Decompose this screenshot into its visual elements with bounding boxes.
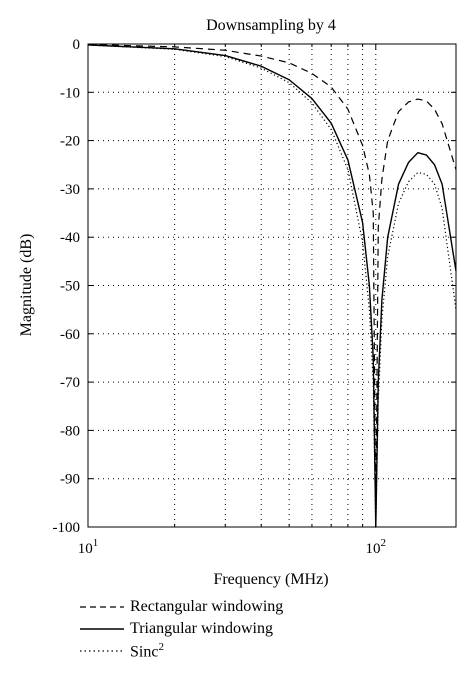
y-tick-label: -10 [60, 85, 80, 101]
legend-label-sinc: Sinc [130, 643, 159, 661]
series-layer [87, 43, 457, 528]
y-tick-label: -20 [60, 134, 80, 150]
y-tick-label: -60 [60, 327, 80, 343]
legend-label-sinc2: Sinc2 [130, 641, 164, 661]
legend-label-rectangular: Rectangular windowing [130, 598, 284, 615]
y-tick-label: -100 [53, 520, 81, 536]
legend-item-triangular: Triangular windowing [80, 618, 460, 640]
y-tick-label: -90 [60, 472, 80, 488]
y-tick-label: -40 [60, 230, 80, 246]
dashed-line-swatch [80, 606, 124, 608]
legend-item-sinc2: Sinc2 [80, 640, 460, 662]
y-tick-label: -80 [60, 423, 80, 439]
grid [88, 44, 456, 527]
legend: Rectangular windowing Triangular windowi… [80, 596, 460, 662]
series-line-dashed [87, 43, 457, 528]
series-line-solid [87, 44, 457, 528]
dotted-line-swatch [80, 650, 124, 652]
x-axis-label: Frequency (MHz) [213, 571, 328, 588]
legend-label-triangular: Triangular windowing [130, 620, 273, 637]
y-tick-label: -70 [60, 375, 80, 391]
chart-title: Downsampling by 4 [206, 17, 336, 34]
y-tick-label: -30 [60, 182, 80, 198]
series-line-dotted [87, 44, 457, 528]
x-tick-label: 101 [78, 537, 99, 557]
solid-line-swatch [80, 628, 124, 630]
legend-item-rectangular: Rectangular windowing [80, 596, 460, 618]
legend-label-sinc-exponent: 2 [158, 640, 164, 653]
y-tick-label: -50 [60, 279, 80, 295]
x-tick-label: 102 [366, 537, 387, 557]
axes [87, 43, 457, 528]
y-tick-label: 0 [73, 37, 81, 53]
y-axis-label: Magnitude (dB) [18, 234, 35, 337]
